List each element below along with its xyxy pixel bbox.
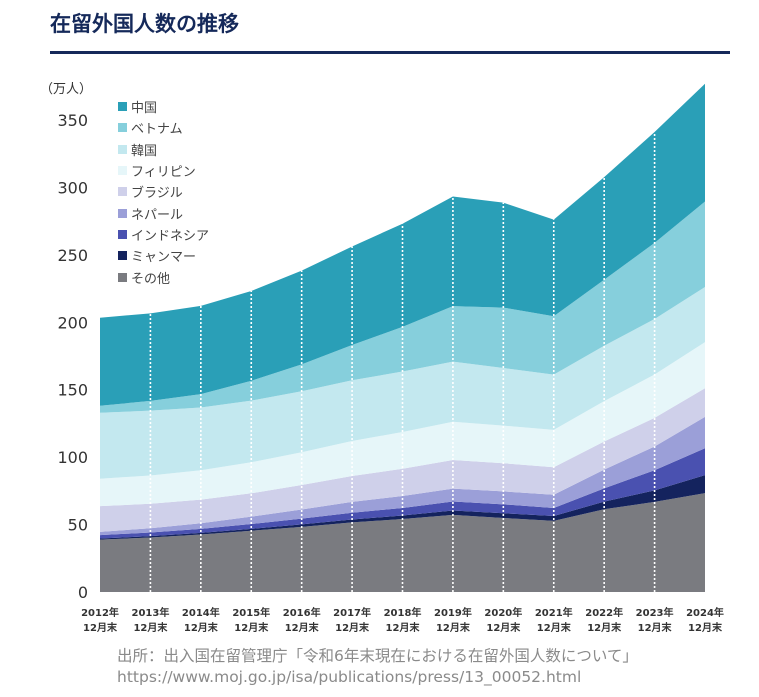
area-series-3 [100,416,705,536]
y-tick-label: 50 [68,516,88,535]
page-title: 在留外国人数の推移 [50,12,239,36]
legend-swatch [118,208,127,218]
x-tick-label: 2018年 12月末 [384,606,422,634]
chart-legend: 中国ベトナム韓国フィリピンブラジルネパールインドネシア ミャンマーその他 [118,96,209,288]
legend-label: その他 [131,271,171,287]
legend-label: ネパール [131,207,184,223]
source-url: https://www.moj.go.jp/isa/publications/p… [117,668,582,686]
legend-item: ネパール [118,202,209,223]
x-tick-label: 2020年 12月末 [484,606,522,634]
y-tick-label: 350 [57,111,88,130]
legend-swatch [118,166,127,176]
legend-item: ブラジル [118,181,209,202]
legend-item: ミャンマー [118,245,209,266]
y-tick-label: 150 [57,381,88,400]
x-tick-label: 2017年 12月末 [333,606,371,634]
legend-label: インドネシア [131,228,210,244]
legend-item: その他 [118,266,209,287]
x-tick-label: 2022年 12月末 [585,606,623,634]
x-tick-label: 2014年 12月末 [182,606,220,634]
legend-item: ベトナム [118,117,209,138]
source-citation: 出所：出入国在留管理庁「令和6年末現在における在留外国人数について」 [117,647,638,665]
y-tick-label: 100 [57,448,88,467]
y-tick-label: 0 [78,583,88,602]
legend-item: 中国 [118,96,209,117]
legend-swatch [118,102,127,112]
legend-label: ブラジル [131,186,183,202]
x-tick-label: 2023年 12月末 [636,606,674,634]
x-tick-label: 2016年 12月末 [283,606,321,634]
x-tick-label: 2024年 12月末 [686,606,724,634]
legend-swatch [118,123,127,133]
legend-swatch [118,144,127,154]
legend-item: フィリピン [118,160,209,181]
source-note: 出所：出入国在留管理庁「令和6年末現在における在留外国人数について」 https… [117,646,638,688]
legend-label: ミャンマー [131,250,197,266]
legend-item: 韓国 [118,139,209,160]
legend-swatch [118,187,127,197]
x-tick-label: 2013年 12月末 [131,606,169,634]
x-tick-label: 2015年 12月末 [232,606,270,634]
legend-swatch [118,251,127,261]
area-series-5 [100,342,705,507]
legend-label: ベトナム [131,122,183,138]
legend-swatch [118,229,127,239]
area-series-8 [100,83,705,406]
legend-swatch [118,272,127,282]
x-tick-label: 2019年 12月末 [434,606,472,634]
y-tick-label: 200 [57,313,88,332]
x-tick-label: 2021年 12月末 [535,606,573,634]
y-axis-unit-label: （万人） [40,82,93,97]
area-series-1 [100,475,705,540]
legend-label: 中国 [131,101,158,117]
legend-label: 韓国 [131,143,158,159]
legend-label: フィリピン [131,165,196,181]
y-tick-label: 250 [57,246,88,265]
x-tick-label: 2012年 12月末 [81,606,119,634]
legend-item: インドネシア [118,224,209,245]
title-underline [50,51,730,54]
y-tick-label: 300 [57,178,88,197]
